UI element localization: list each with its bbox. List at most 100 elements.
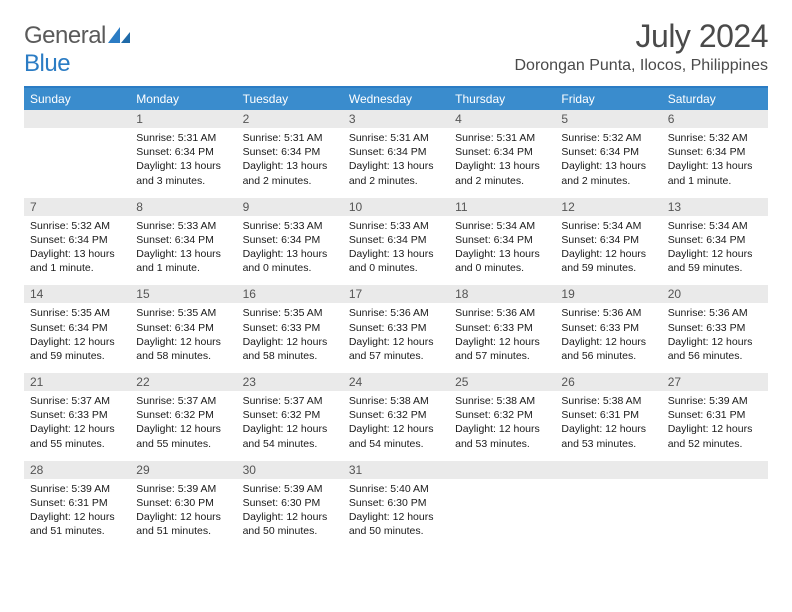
day-line: Sunrise: 5:33 AM [136, 219, 230, 233]
day-line: Sunset: 6:33 PM [30, 408, 124, 422]
day-line: Daylight: 13 hours [561, 159, 655, 173]
day-content: Sunrise: 5:32 AMSunset: 6:34 PMDaylight:… [662, 128, 768, 198]
day-cell: Sunrise: 5:36 AMSunset: 6:33 PMDaylight:… [449, 303, 555, 373]
day-line: Daylight: 13 hours [349, 159, 443, 173]
day-cell: Sunrise: 5:33 AMSunset: 6:34 PMDaylight:… [343, 216, 449, 286]
day-line: and 53 minutes. [561, 437, 655, 451]
day-cell: Sunrise: 5:31 AMSunset: 6:34 PMDaylight:… [237, 128, 343, 198]
day-line: Sunrise: 5:32 AM [561, 131, 655, 145]
day-number: 15 [130, 285, 236, 303]
day-line: Daylight: 12 hours [561, 247, 655, 261]
day-line: and 2 minutes. [455, 174, 549, 188]
day-number: 23 [237, 373, 343, 391]
day-line: Sunset: 6:32 PM [136, 408, 230, 422]
day-number: 13 [662, 198, 768, 216]
day-content: Sunrise: 5:37 AMSunset: 6:32 PMDaylight:… [237, 391, 343, 461]
day-content: Sunrise: 5:31 AMSunset: 6:34 PMDaylight:… [449, 128, 555, 198]
header: General Blue July 2024 Dorongan Punta, I… [24, 18, 768, 78]
weekday-header: Tuesday [237, 87, 343, 110]
weekday-header: Saturday [662, 87, 768, 110]
day-content: Sunrise: 5:36 AMSunset: 6:33 PMDaylight:… [449, 303, 555, 373]
day-content: Sunrise: 5:39 AMSunset: 6:30 PMDaylight:… [237, 479, 343, 549]
day-line: Sunset: 6:34 PM [455, 233, 549, 247]
day-number: 11 [449, 198, 555, 216]
day-line: Sunset: 6:34 PM [349, 233, 443, 247]
page-subtitle: Dorongan Punta, Ilocos, Philippines [515, 57, 769, 75]
day-line: Daylight: 13 hours [349, 247, 443, 261]
day-line: Sunset: 6:33 PM [349, 321, 443, 335]
day-cell: Sunrise: 5:32 AMSunset: 6:34 PMDaylight:… [662, 128, 768, 198]
day-content: Sunrise: 5:36 AMSunset: 6:33 PMDaylight:… [555, 303, 661, 373]
day-line: Sunrise: 5:39 AM [136, 482, 230, 496]
day-line: Daylight: 12 hours [455, 422, 549, 436]
day-number: 19 [555, 285, 661, 303]
day-line: Sunrise: 5:35 AM [30, 306, 124, 320]
day-line: and 59 minutes. [30, 349, 124, 363]
day-line: Sunrise: 5:38 AM [349, 394, 443, 408]
day-cell: Sunrise: 5:33 AMSunset: 6:34 PMDaylight:… [130, 216, 236, 286]
day-cell: Sunrise: 5:38 AMSunset: 6:31 PMDaylight:… [555, 391, 661, 461]
day-cell: Sunrise: 5:34 AMSunset: 6:34 PMDaylight:… [449, 216, 555, 286]
day-line: and 2 minutes. [243, 174, 337, 188]
day-content: Sunrise: 5:38 AMSunset: 6:31 PMDaylight:… [555, 391, 661, 461]
calendar-table: Sunday Monday Tuesday Wednesday Thursday… [24, 86, 768, 548]
day-content: Sunrise: 5:31 AMSunset: 6:34 PMDaylight:… [343, 128, 449, 198]
day-cell: Sunrise: 5:39 AMSunset: 6:30 PMDaylight:… [237, 479, 343, 549]
day-content: Sunrise: 5:35 AMSunset: 6:34 PMDaylight:… [130, 303, 236, 373]
day-number: 7 [24, 198, 130, 216]
day-content [24, 128, 130, 194]
day-content: Sunrise: 5:33 AMSunset: 6:34 PMDaylight:… [237, 216, 343, 286]
day-line: Daylight: 13 hours [243, 247, 337, 261]
day-line: Sunrise: 5:36 AM [455, 306, 549, 320]
day-number: 10 [343, 198, 449, 216]
day-cell [662, 479, 768, 549]
day-line: Daylight: 13 hours [136, 159, 230, 173]
day-line: Daylight: 12 hours [30, 510, 124, 524]
day-number: 4 [449, 110, 555, 128]
day-cell: Sunrise: 5:38 AMSunset: 6:32 PMDaylight:… [449, 391, 555, 461]
day-line: Sunset: 6:34 PM [30, 321, 124, 335]
day-number: 27 [662, 373, 768, 391]
day-line: Sunset: 6:33 PM [455, 321, 549, 335]
day-cell: Sunrise: 5:37 AMSunset: 6:33 PMDaylight:… [24, 391, 130, 461]
weekday-header: Wednesday [343, 87, 449, 110]
day-number-row: 21222324252627 [24, 373, 768, 391]
day-line: Sunset: 6:33 PM [668, 321, 762, 335]
day-number [449, 461, 555, 479]
day-line: and 57 minutes. [349, 349, 443, 363]
page-title: July 2024 [515, 18, 769, 55]
day-content: Sunrise: 5:32 AMSunset: 6:34 PMDaylight:… [24, 216, 130, 286]
day-line: Sunrise: 5:35 AM [136, 306, 230, 320]
day-content: Sunrise: 5:32 AMSunset: 6:34 PMDaylight:… [555, 128, 661, 198]
day-content: Sunrise: 5:36 AMSunset: 6:33 PMDaylight:… [343, 303, 449, 373]
day-line: Sunrise: 5:36 AM [668, 306, 762, 320]
day-line: Sunset: 6:32 PM [455, 408, 549, 422]
day-line: Sunset: 6:31 PM [30, 496, 124, 510]
day-line: and 1 minute. [668, 174, 762, 188]
day-line: Sunrise: 5:37 AM [30, 394, 124, 408]
day-line: Sunrise: 5:34 AM [561, 219, 655, 233]
day-number: 21 [24, 373, 130, 391]
day-cell [24, 128, 130, 198]
day-line: and 50 minutes. [349, 524, 443, 538]
day-line: Sunset: 6:30 PM [136, 496, 230, 510]
day-line: Daylight: 13 hours [455, 247, 549, 261]
day-content [662, 479, 768, 545]
day-content: Sunrise: 5:37 AMSunset: 6:32 PMDaylight:… [130, 391, 236, 461]
day-line: Daylight: 12 hours [561, 335, 655, 349]
day-cell: Sunrise: 5:31 AMSunset: 6:34 PMDaylight:… [343, 128, 449, 198]
week-row: Sunrise: 5:32 AMSunset: 6:34 PMDaylight:… [24, 216, 768, 286]
day-line: Sunrise: 5:31 AM [349, 131, 443, 145]
day-number: 29 [130, 461, 236, 479]
week-row: Sunrise: 5:31 AMSunset: 6:34 PMDaylight:… [24, 128, 768, 198]
day-line: Sunrise: 5:39 AM [243, 482, 337, 496]
day-line: and 3 minutes. [136, 174, 230, 188]
day-content [449, 479, 555, 545]
day-line: Sunset: 6:34 PM [136, 145, 230, 159]
day-line: Sunrise: 5:40 AM [349, 482, 443, 496]
weekday-header-row: Sunday Monday Tuesday Wednesday Thursday… [24, 87, 768, 110]
day-line: and 55 minutes. [30, 437, 124, 451]
day-line: Daylight: 12 hours [668, 247, 762, 261]
day-content: Sunrise: 5:37 AMSunset: 6:33 PMDaylight:… [24, 391, 130, 461]
day-content: Sunrise: 5:34 AMSunset: 6:34 PMDaylight:… [449, 216, 555, 286]
